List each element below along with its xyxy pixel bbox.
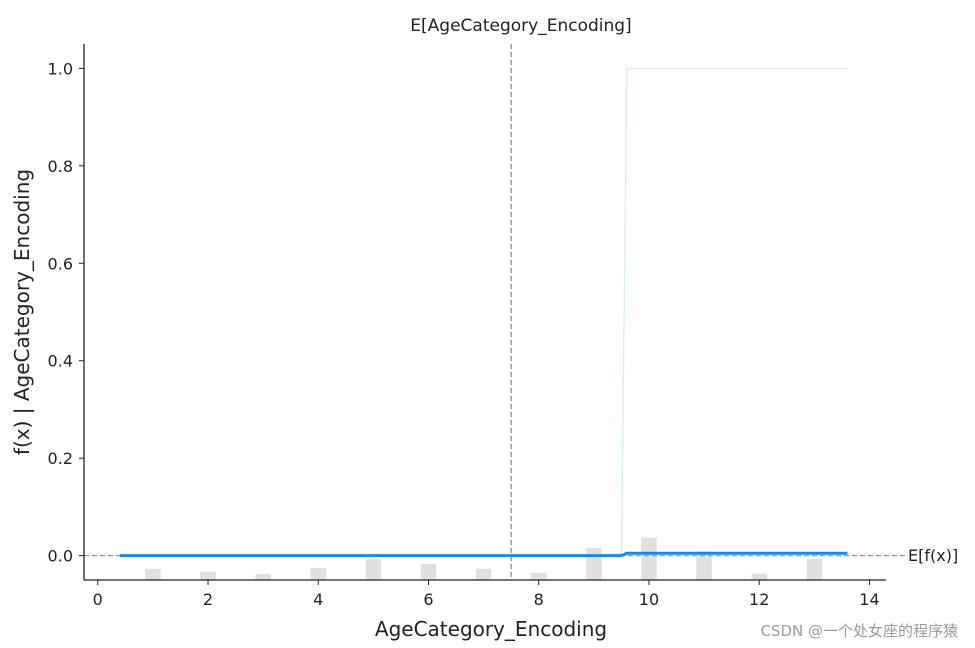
histogram-bar	[475, 568, 492, 580]
x-tick-label: 10	[639, 590, 659, 609]
series-layer	[119, 67, 848, 558]
histogram-bar	[310, 567, 326, 580]
x-tick-label: 12	[749, 590, 769, 609]
x-tick-label: 4	[313, 590, 323, 609]
y-tick-label: 0.8	[48, 157, 73, 176]
x-tick-label: 14	[859, 590, 879, 609]
x-tick-label: 8	[534, 590, 544, 609]
y-tick-label: 0.0	[48, 547, 73, 566]
y-tick-label: 1.0	[48, 59, 73, 78]
y-tick-label: 0.4	[48, 352, 73, 371]
x-tick-label: 2	[203, 590, 213, 609]
histogram-bar	[200, 571, 216, 580]
y-axis-title: f(x) | AgeCategory_Encoding	[10, 169, 34, 455]
expected-fx-label: E[f(x)]	[908, 546, 958, 565]
reference-lines	[84, 44, 905, 580]
histogram-layer	[145, 537, 823, 580]
series-line-2	[119, 67, 848, 557]
histogram-bar	[255, 574, 271, 580]
histogram-bar	[586, 547, 602, 580]
histogram-bar	[751, 573, 767, 580]
histogram-bar	[365, 559, 382, 580]
ticks-layer: 0 2 4 6 8 10 12 14 0.0 0.2 0.4 0.6 0.8 1.0	[48, 59, 880, 609]
y-tick-label: 0.2	[48, 449, 73, 468]
histogram-bar	[641, 537, 657, 580]
histogram-bar	[145, 568, 161, 580]
x-axis-title: AgeCategory_Encoding	[375, 617, 607, 641]
series-line-1	[119, 551, 848, 558]
watermark: CSDN @一个处女座的程序猿	[760, 622, 958, 640]
axes-layer	[83, 44, 886, 581]
histogram-bar	[696, 551, 712, 580]
x-tick-label: 6	[423, 590, 433, 609]
histogram-bar	[806, 559, 823, 580]
expected-x-label: E[AgeCategory_Encoding]	[410, 16, 631, 36]
histogram-bar	[531, 572, 547, 580]
histogram-bar	[420, 563, 437, 580]
y-tick-label: 0.6	[48, 254, 73, 273]
x-tick-label: 0	[93, 590, 103, 609]
